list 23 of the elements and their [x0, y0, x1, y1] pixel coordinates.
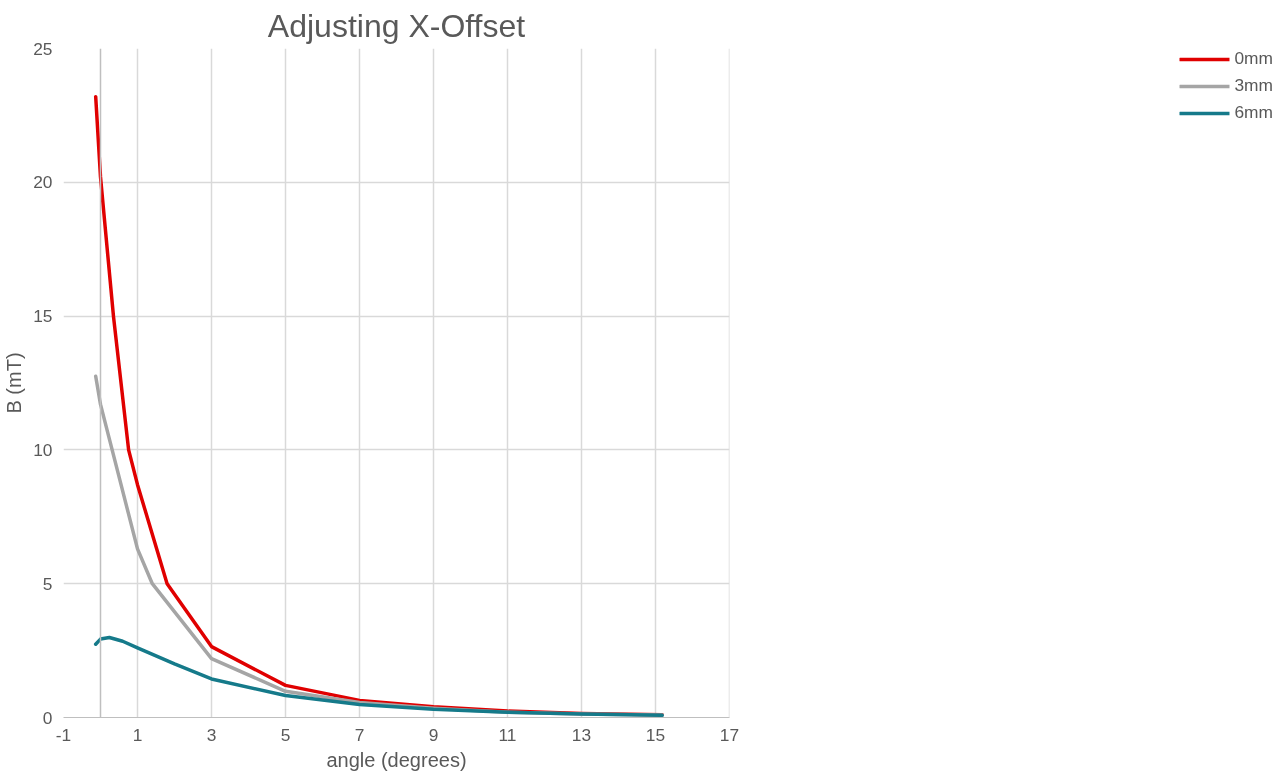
x-tick-label: 13 — [571, 724, 592, 745]
chart-title: Adjusting X-Offset — [267, 7, 526, 44]
legend-label: 3mm — [1234, 75, 1273, 96]
x-tick-label: 1 — [132, 724, 143, 745]
x-tick-label: 9 — [428, 724, 439, 745]
x-tick-label: 11 — [498, 724, 517, 745]
y-tick-label: 10 — [33, 439, 53, 460]
x-tick-label: -1 — [55, 724, 72, 745]
y-tick-label: 15 — [33, 306, 53, 327]
y-axis-title: B (mT) — [3, 352, 26, 414]
x-tick-label: 5 — [280, 724, 291, 745]
legend-label: 6mm — [1234, 102, 1273, 123]
y-tick-label: 25 — [33, 38, 53, 59]
y-tick-label: 20 — [33, 172, 53, 193]
x-tick-label: 7 — [354, 724, 365, 745]
y-tick-label: 5 — [42, 573, 53, 594]
x-axis-title: angle (degrees) — [326, 748, 467, 771]
legend-label: 0mm — [1234, 48, 1273, 69]
line-series — [93, 635, 664, 718]
y-tick-label: 0 — [42, 707, 53, 728]
x-tick-label: 17 — [719, 724, 740, 745]
x-tick-label: 15 — [645, 724, 666, 745]
x-tick-label: 3 — [206, 724, 217, 745]
